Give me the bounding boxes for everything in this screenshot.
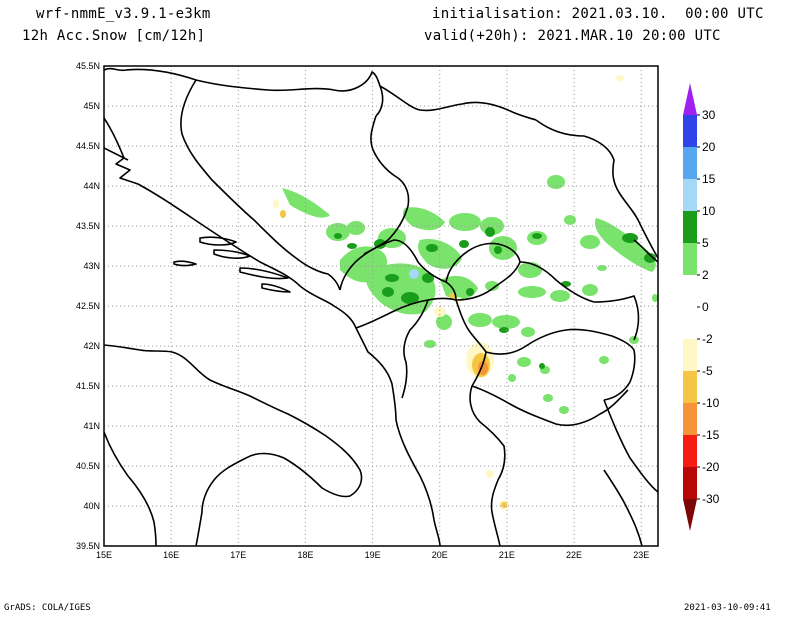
lon-tick-label: 20E: [432, 550, 448, 560]
lat-tick-label: 40N: [83, 501, 100, 511]
colorbar-label: -30: [702, 492, 720, 506]
lon-tick-label: 16E: [163, 550, 179, 560]
footer-credit: GrADS: COLA/IGES: [4, 603, 91, 613]
lat-tick-label: 41N: [83, 421, 100, 431]
colorbar-label: 10: [702, 204, 716, 218]
lon-tick-label: 23E: [633, 550, 649, 560]
map-grid: [104, 66, 658, 546]
colorbar-label: 5: [702, 236, 709, 250]
colorbar-label: 30: [702, 108, 716, 122]
colorbar-top-triangle: [683, 83, 697, 115]
colorbar-box: [683, 179, 697, 211]
lat-tick-label: 42.5N: [76, 301, 100, 311]
lat-tick-label: 43.5N: [76, 221, 100, 231]
colorbar-box: [683, 211, 697, 243]
colorbar-label: 0: [702, 300, 709, 314]
colorbar-box: [683, 307, 697, 339]
colorbar-box: [683, 371, 697, 403]
colorbar-box: [683, 435, 697, 467]
colorbar-label: -10: [702, 396, 720, 410]
colorbar-label: -20: [702, 460, 720, 474]
lat-tick-label: 39.5N: [76, 541, 100, 551]
lon-tick-label: 18E: [297, 550, 313, 560]
lat-tick-label: 41.5N: [76, 381, 100, 391]
colorbar-box: [683, 147, 697, 179]
lon-tick-label: 21E: [499, 550, 515, 560]
lon-tick-label: 15E: [96, 550, 112, 560]
colorbar-box: [683, 243, 697, 275]
latitude-ticks: 45.5N 45N 44.5N 44N 43.5N 43N 42.5N 42N 41.5N 41N…: [76, 61, 100, 551]
field-title: 12h Acc.Snow [cm/12h]: [22, 28, 206, 44]
valid-time: valid(+20h): 2021.MAR.10 20:00 UTC: [424, 28, 721, 44]
colorbar-box: [683, 339, 697, 371]
colorbar-label: 20: [702, 140, 716, 154]
lat-tick-label: 45.5N: [76, 61, 100, 71]
lon-tick-label: 22E: [566, 550, 582, 560]
colorbar-label: -2: [702, 332, 713, 346]
colorbar-label: 2: [702, 268, 709, 282]
colorbar-bottom-triangle: [683, 499, 697, 531]
lat-tick-label: 43N: [83, 261, 100, 271]
colorbar-box: [683, 467, 697, 499]
snow-shading: [273, 75, 658, 510]
lat-tick-label: 44N: [83, 181, 100, 191]
colorbar-label: 15: [702, 172, 716, 186]
colorbar-label: -15: [702, 428, 720, 442]
country-borders: [104, 67, 658, 546]
lat-tick-label: 45N: [83, 101, 100, 111]
longitude-ticks: 15E 16E 17E 18E 19E 20E 21E 22E 23E: [96, 550, 649, 560]
init-time: initialisation: 2021.03.10. 00:00 UTC: [432, 6, 764, 22]
colorbar-label: -5: [702, 364, 713, 378]
lon-tick-label: 19E: [365, 550, 381, 560]
model-title: wrf-nmmE_v3.9.1-e3km: [36, 6, 211, 22]
footer-timestamp: 2021-03-10-09:41: [684, 603, 771, 613]
lat-tick-label: 44.5N: [76, 141, 100, 151]
colorbar-box: [683, 403, 697, 435]
lat-tick-label: 40.5N: [76, 461, 100, 471]
colorbar-box: [683, 275, 697, 307]
map-frame: [103, 65, 659, 547]
lon-tick-label: 17E: [230, 550, 246, 560]
lat-tick-label: 42N: [83, 341, 100, 351]
colorbar-box: [683, 115, 697, 147]
